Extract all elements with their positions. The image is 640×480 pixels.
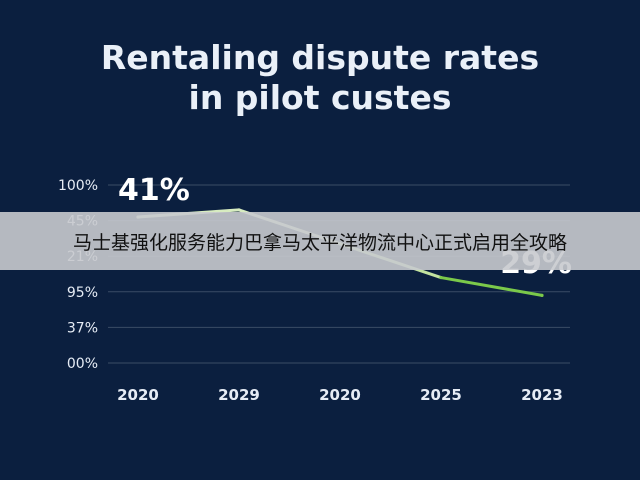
x-tick-label: 2020 [319, 386, 361, 404]
x-tick-label: 2029 [218, 386, 260, 404]
chart-title: Rentaling dispute rates in pilot custes [0, 38, 640, 118]
overlay-banner: 马士基强化服务能力巴拿马太平洋物流中心正式启用全攻略 [0, 212, 640, 270]
series-line-segment [439, 276, 544, 297]
chart-title-line-2: in pilot custes [188, 78, 452, 117]
data-point [540, 293, 544, 297]
x-tick-label: 2025 [420, 386, 462, 404]
y-tick-label: 37% [67, 320, 98, 336]
chart-title-line-1: Rentaling dispute rates [100, 38, 540, 77]
x-tick-label: 2023 [521, 386, 563, 404]
data-point [237, 208, 241, 212]
overlay-banner-text: 马士基强化服务能力巴拿马太平洋物流中心正式启用全攻略 [72, 231, 567, 254]
value-annotation: 41% [118, 173, 190, 208]
y-tick-label: 00% [67, 356, 98, 372]
y-tick-label: 95% [67, 285, 98, 301]
data-point [439, 275, 443, 280]
x-tick-label: 2020 [117, 386, 159, 404]
y-tick-label: 100% [58, 178, 98, 194]
